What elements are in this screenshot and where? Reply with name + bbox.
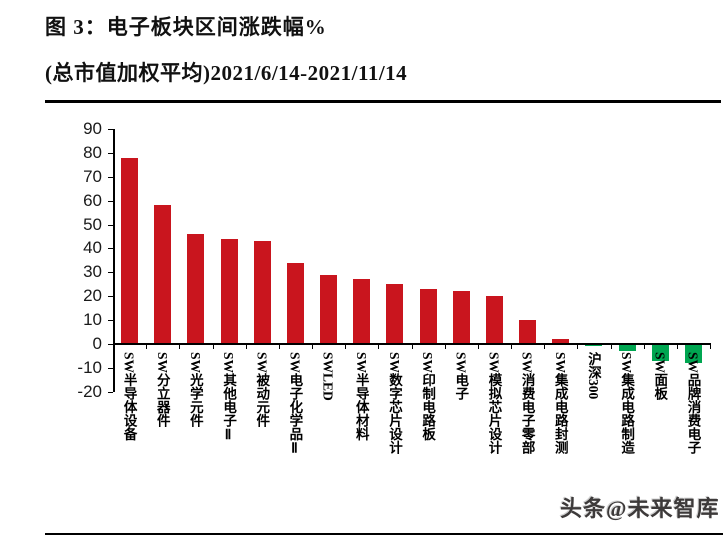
watermark-text: 头条@未来智库 bbox=[560, 496, 720, 521]
y-tick-mark bbox=[108, 176, 113, 178]
y-tick-mark bbox=[108, 367, 113, 369]
x-tick-mark bbox=[345, 345, 347, 349]
x-tick-mark bbox=[710, 345, 712, 349]
y-tick-label: 20 bbox=[83, 286, 102, 306]
bar-positive bbox=[519, 320, 537, 344]
y-tick-label: -10 bbox=[77, 357, 102, 377]
bar-category-label: SW印制电路板 bbox=[420, 352, 436, 441]
bar-category-label: SW光学元件 bbox=[187, 352, 203, 428]
bar-positive bbox=[220, 238, 238, 344]
bar-category-label: 沪深300 bbox=[585, 352, 601, 400]
bar-category-label: SW集成电路封测 bbox=[552, 352, 568, 455]
y-tick-mark bbox=[108, 296, 113, 298]
bar-positive bbox=[121, 157, 139, 344]
y-tick-mark bbox=[108, 200, 113, 202]
x-tick-mark bbox=[577, 345, 579, 349]
x-tick-mark bbox=[245, 345, 247, 349]
y-tick-label: 10 bbox=[83, 310, 102, 330]
y-tick-label: 70 bbox=[83, 166, 102, 186]
x-tick-mark bbox=[179, 345, 181, 349]
y-tick-label: -20 bbox=[77, 381, 102, 401]
y-tick-label: 30 bbox=[83, 262, 102, 282]
bar-positive bbox=[452, 291, 470, 344]
bar-category-label: SW分立器件 bbox=[154, 352, 170, 428]
y-tick-mark bbox=[108, 344, 113, 345]
bar-positive bbox=[353, 279, 371, 344]
bar-category-label: SW数字芯片设计 bbox=[386, 352, 402, 455]
bar-negative bbox=[585, 344, 603, 347]
bar-chart: 90 80 70 60 50 40 30 20 10 0 -10 -20 SW半导体设备 SW分立器件 SW… bbox=[0, 115, 723, 533]
bar-category-label: SW模拟芯片设计 bbox=[486, 352, 502, 455]
bar-positive bbox=[154, 205, 172, 344]
x-tick-mark bbox=[676, 345, 678, 349]
y-tick-label: 0 bbox=[92, 334, 102, 353]
figure-title: 图 3：电子板块区间涨跌幅% bbox=[45, 15, 327, 39]
x-tick-mark bbox=[378, 345, 380, 349]
bar-positive bbox=[286, 262, 304, 344]
x-tick-mark bbox=[643, 345, 645, 349]
y-tick-mark bbox=[108, 128, 113, 130]
y-tick-mark bbox=[108, 320, 113, 322]
x-tick-mark bbox=[312, 345, 314, 349]
x-tick-mark bbox=[212, 345, 214, 349]
bar-positive bbox=[386, 284, 404, 344]
x-tick-mark bbox=[146, 345, 148, 349]
y-tick-mark bbox=[108, 248, 113, 250]
bar-category-label: SW集成电路制造 bbox=[619, 352, 635, 455]
y-tick-label: 50 bbox=[83, 214, 102, 234]
bar-category-label: SW电子化学品Ⅱ bbox=[287, 352, 303, 457]
x-tick-mark bbox=[544, 345, 546, 349]
bar-category-label: SW被动元件 bbox=[254, 352, 270, 428]
figure-subtitle: (总市值加权平均)2021/6/14-2021/11/14 bbox=[45, 61, 408, 85]
y-axis-line bbox=[113, 128, 115, 392]
bar-positive bbox=[552, 339, 570, 344]
bar-category-label: SW半导体材料 bbox=[353, 352, 369, 441]
x-tick-mark bbox=[411, 345, 413, 349]
y-tick-mark bbox=[108, 272, 113, 274]
y-tick-mark bbox=[108, 224, 113, 226]
y-tick-mark bbox=[108, 152, 113, 154]
bar-negative bbox=[651, 344, 669, 361]
x-tick-mark bbox=[610, 345, 612, 349]
bar-category-label: SW其他电子Ⅱ bbox=[221, 352, 237, 444]
x-tick-mark bbox=[113, 345, 114, 349]
y-tick-mark bbox=[108, 391, 113, 393]
y-tick-label: 40 bbox=[83, 238, 102, 258]
bar-positive bbox=[253, 241, 271, 344]
bar-category-label: SW消费电子零部 bbox=[519, 352, 535, 455]
y-tick-label: 90 bbox=[83, 118, 102, 138]
x-tick-mark bbox=[444, 345, 446, 349]
bar-category-label: SW品牌消费电子 bbox=[685, 352, 701, 455]
x-tick-mark bbox=[511, 345, 513, 349]
y-tick-label: 60 bbox=[83, 190, 102, 210]
bar-negative bbox=[618, 344, 636, 352]
bar-category-label: SW电子 bbox=[453, 352, 469, 401]
bar-positive bbox=[187, 234, 205, 344]
header-divider-line bbox=[45, 100, 721, 103]
bar-positive bbox=[485, 296, 503, 344]
bar-negative bbox=[684, 344, 702, 364]
x-tick-mark bbox=[477, 345, 479, 349]
y-tick-label: 80 bbox=[83, 142, 102, 162]
bar-category-label: SW面板 bbox=[652, 352, 668, 401]
bar-positive bbox=[320, 274, 338, 344]
bar-category-label: SWLED bbox=[320, 352, 336, 401]
x-axis-line bbox=[113, 343, 712, 345]
footer-divider-line bbox=[45, 533, 723, 535]
bar-category-label: SW半导体设备 bbox=[121, 352, 137, 441]
bar-positive bbox=[419, 289, 437, 344]
x-tick-mark bbox=[278, 345, 280, 349]
